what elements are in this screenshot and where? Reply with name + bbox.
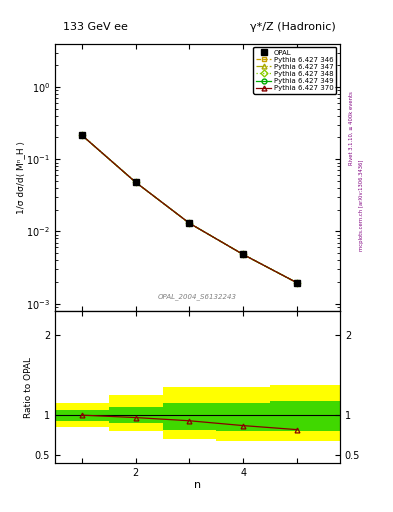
Text: 133 GeV ee: 133 GeV ee	[63, 22, 128, 32]
Text: Rivet 3.1.10, ≥ 400k events: Rivet 3.1.10, ≥ 400k events	[349, 91, 354, 165]
X-axis label: n: n	[194, 480, 201, 489]
Text: OPAL_2004_S6132243: OPAL_2004_S6132243	[158, 293, 237, 300]
Legend: OPAL, Pythia 6.427 346, Pythia 6.427 347, Pythia 6.427 348, Pythia 6.427 349, Py: OPAL, Pythia 6.427 346, Pythia 6.427 347…	[253, 47, 336, 94]
Y-axis label: Ratio to OPAL: Ratio to OPAL	[24, 356, 33, 417]
Text: γ*/Z (Hadronic): γ*/Z (Hadronic)	[250, 22, 336, 32]
Y-axis label: 1/σ dσ/d⟨ Mⁿ_H ⟩: 1/σ dσ/d⟨ Mⁿ_H ⟩	[16, 141, 25, 214]
Text: mcplots.cern.ch [arXiv:1306.3436]: mcplots.cern.ch [arXiv:1306.3436]	[359, 159, 364, 250]
